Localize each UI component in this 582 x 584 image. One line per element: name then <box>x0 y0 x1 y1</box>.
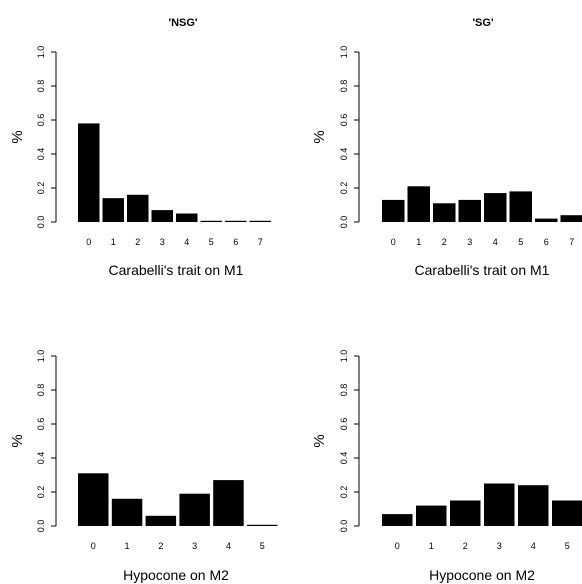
bar <box>484 193 507 222</box>
bar <box>151 210 173 222</box>
y-tick-label: 1.0 <box>36 350 46 363</box>
chart-panel-sg-carabelli: 'SG' % Carabelli's trait on M1 0.0 0.2 0.4… <box>311 17 582 278</box>
y-tick-label: 0.4 <box>339 452 349 465</box>
bar <box>213 480 244 526</box>
y-axis-label: % <box>311 434 328 447</box>
x-tick-label: 5 <box>209 237 214 247</box>
x-tick-label: 3 <box>467 237 472 247</box>
y-tick-label: 0.8 <box>339 384 349 397</box>
x-tick-label: 2 <box>442 237 447 247</box>
x-tick-label: 2 <box>158 541 163 551</box>
x-tick-label: 6 <box>233 237 238 247</box>
x-tick-label: 0 <box>395 541 400 551</box>
x-tick-label: 0 <box>86 237 91 247</box>
bar <box>458 199 481 222</box>
bar <box>127 194 149 222</box>
x-tick-label: 0 <box>91 541 96 551</box>
x-axis-label: Carabelli's trait on M1 <box>109 262 244 278</box>
x-tick-label: 1 <box>416 237 421 247</box>
y-tick-label: 0.4 <box>339 148 349 161</box>
bar <box>433 203 456 222</box>
x-axis-label: Hypocone on M2 <box>429 567 535 583</box>
bar <box>552 500 582 526</box>
y-tick-label: 0.2 <box>36 182 46 195</box>
bar <box>518 485 549 526</box>
chart-title: 'SG' <box>472 17 494 29</box>
x-tick-label: 4 <box>493 237 498 247</box>
bar <box>484 483 515 526</box>
chart-title: 'NSG' <box>168 17 197 29</box>
y-tick-label: 0.4 <box>36 452 46 465</box>
y-axis-label: % <box>9 130 26 143</box>
y-tick-label: 0.4 <box>36 148 46 161</box>
bar <box>560 215 582 222</box>
chart-panel-nsg-hypocone: % Hypocone on M2 0.0 0.2 0.4 0.6 0.8 1.0 0 1 2 3 4… <box>9 350 278 583</box>
x-axis-label: Hypocone on M2 <box>123 567 229 583</box>
x-tick-label: 3 <box>497 541 502 551</box>
bar <box>249 220 271 222</box>
y-axis-label: % <box>9 434 26 447</box>
y-tick-label: 0.0 <box>339 216 349 229</box>
y-tick-label: 0.8 <box>36 80 46 93</box>
y-tick-label: 0.6 <box>339 114 349 127</box>
x-tick-label: 4 <box>226 541 231 551</box>
y-tick-label: 0.2 <box>339 486 349 499</box>
x-tick-label: 1 <box>111 237 116 247</box>
bar <box>535 218 558 222</box>
y-tick-label: 0.2 <box>36 486 46 499</box>
bar <box>509 191 532 222</box>
y-tick-label: 0.6 <box>36 114 46 127</box>
x-tick-label: 4 <box>531 541 536 551</box>
y-tick-label: 0.8 <box>36 384 46 397</box>
x-tick-label: 0 <box>391 237 396 247</box>
bar <box>78 473 109 526</box>
chart-panel-sg-hypocone: % Hypocone on M2 0.0 0.2 0.4 0.6 0.8 1.0 0 1 2 3 4… <box>311 350 582 583</box>
x-axis-label: Carabelli's trait on M1 <box>415 262 550 278</box>
y-tick-label: 1.0 <box>339 350 349 363</box>
bar <box>145 515 177 526</box>
x-tick-label: 5 <box>260 541 265 551</box>
bar <box>200 220 222 222</box>
bar <box>382 514 413 526</box>
y-tick-label: 0.0 <box>36 520 46 533</box>
y-tick-label: 0.6 <box>36 418 46 431</box>
bar <box>78 123 100 222</box>
x-tick-label: 6 <box>544 237 549 247</box>
chart-panel-nsg-carabelli: 'NSG' % Carabelli's trait on M1 0.0 0.2 0.… <box>9 17 271 278</box>
y-tick-label: 0.8 <box>339 80 349 93</box>
bar <box>102 198 124 222</box>
y-tick-label: 0.2 <box>339 182 349 195</box>
y-tick-label: 0.0 <box>339 520 349 533</box>
bar <box>111 498 143 526</box>
x-tick-label: 2 <box>135 237 140 247</box>
y-tick-label: 1.0 <box>339 46 349 59</box>
bar <box>179 493 210 526</box>
x-tick-label: 7 <box>569 237 574 247</box>
y-tick-label: 1.0 <box>36 46 46 59</box>
x-tick-label: 3 <box>192 541 197 551</box>
bar <box>416 505 447 526</box>
bar <box>176 213 198 222</box>
bar <box>247 524 278 526</box>
x-tick-label: 7 <box>258 237 263 247</box>
x-tick-label: 2 <box>463 541 468 551</box>
bar <box>382 199 405 222</box>
x-tick-label: 1 <box>125 541 130 551</box>
bar <box>407 186 430 222</box>
y-tick-label: 0.6 <box>339 418 349 431</box>
x-tick-label: 5 <box>518 237 523 247</box>
bar <box>225 220 247 222</box>
bar <box>450 500 481 526</box>
y-tick-label: 0.0 <box>36 216 46 229</box>
x-tick-label: 5 <box>565 541 570 551</box>
x-tick-label: 3 <box>160 237 165 247</box>
y-axis-label: % <box>311 130 328 143</box>
x-tick-label: 1 <box>429 541 434 551</box>
x-tick-label: 4 <box>184 237 189 247</box>
